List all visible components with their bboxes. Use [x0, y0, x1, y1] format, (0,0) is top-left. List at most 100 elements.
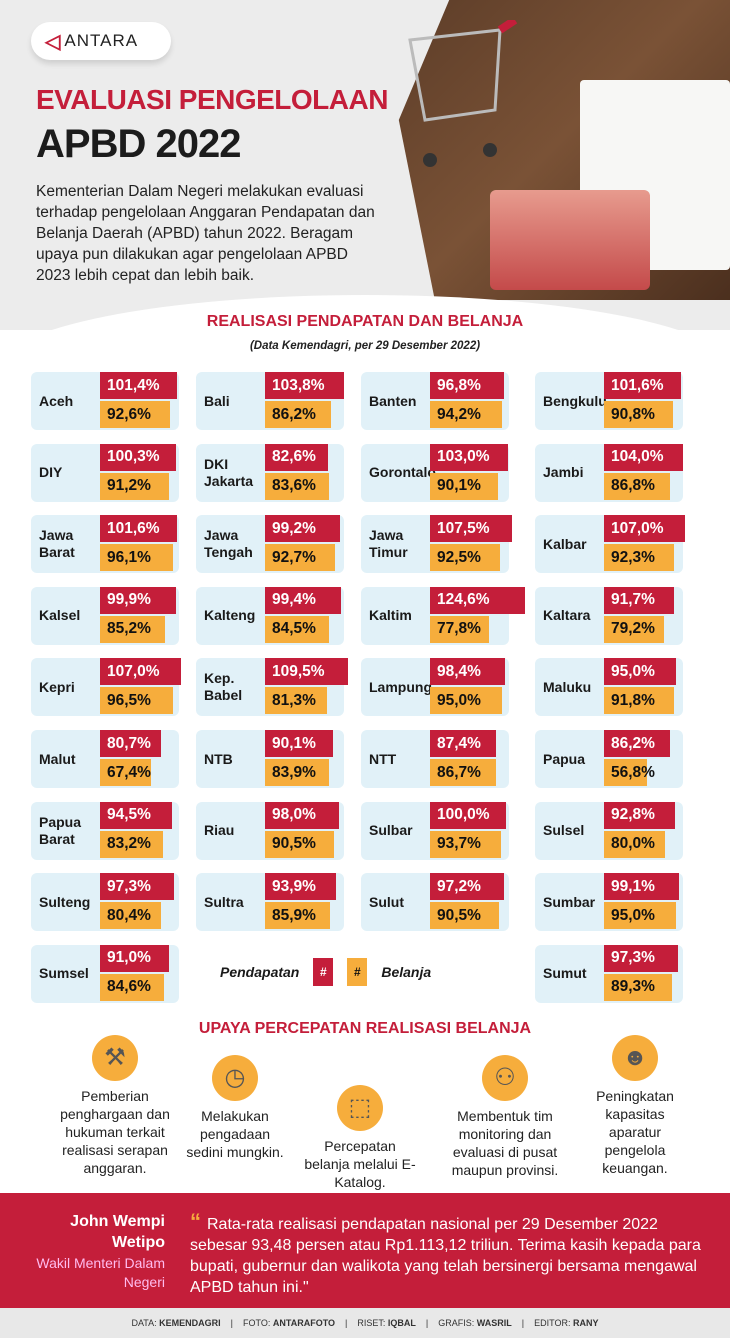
province-name: NTB	[204, 750, 233, 767]
province-name: Jawa Tengah	[204, 527, 253, 561]
pendapatan-bar: 104,0%	[604, 443, 684, 471]
province-name: Sulteng	[39, 893, 91, 910]
province-name: Papua	[543, 750, 586, 767]
credit-value: IQBAL	[387, 1318, 416, 1328]
province-name: Jambi	[543, 464, 584, 481]
province-name: Bengkulu	[543, 392, 607, 409]
legend-pendapatan-label: Pendapatan	[220, 964, 300, 980]
pendapatan-bar: 80,7%	[100, 730, 162, 757]
pendapatan-bar: 107,5%	[430, 515, 512, 543]
province-name: Sulut	[369, 893, 404, 910]
province-name: NTT	[369, 750, 397, 767]
province-name: Lampung	[369, 678, 432, 695]
province-name: Kalteng	[204, 607, 256, 624]
quote-mark-icon: “	[190, 1209, 201, 1234]
province-name: Kep. Babel	[204, 670, 243, 704]
pendapatan-bar: 92,8%	[604, 801, 675, 829]
quote-person-role: Wakil Menteri Dalam Negeri	[36, 1255, 165, 1290]
belanja-bar: 86,8%	[604, 472, 670, 500]
upaya-title: UPAYA PERCEPATAN REALISASI BELANJA	[198, 1020, 532, 1037]
pendapatan-bar: 96,8%	[430, 372, 504, 399]
gavel-icon: ⚒	[92, 1035, 138, 1081]
credit-divider: |	[345, 1318, 348, 1328]
belanja-bar: 85,2%	[100, 615, 165, 643]
belanja-bar: 83,6%	[265, 472, 329, 500]
upaya-item: ⚇ Membentuk tim monitoring dan evaluasi d…	[435, 1055, 575, 1179]
province-card: Jawa Tengah 99,2% 92,7%	[196, 515, 344, 574]
quote-person-name: John Wempi Wetipo	[70, 1213, 165, 1251]
belanja-bar: 93,7%	[430, 830, 502, 858]
belanja-bar: 90,5%	[430, 902, 499, 930]
credit-divider: |	[521, 1318, 525, 1328]
upaya-item-text: Melakukan pengadaan sedini mungkin.	[186, 1108, 284, 1160]
quote-box: John Wempi Wetipo Wakil Menteri Dalam Ne…	[0, 1193, 730, 1308]
people-group-icon: ☻	[612, 1035, 658, 1081]
province-card: Jawa Timur 107,5% 92,5%	[361, 515, 512, 574]
province-card: Sulut 97,2% 90,5%	[361, 873, 509, 932]
province-name: Kaltara	[543, 607, 591, 624]
province-name: Sumut	[543, 965, 587, 982]
pendapatan-bar: 101,6%	[100, 515, 178, 543]
pendapatan-bar: 109,5%	[265, 658, 349, 686]
pendapatan-bar: 86,2%	[604, 730, 670, 757]
province-name: Riau	[204, 822, 235, 839]
pendapatan-bar: 82,6%	[265, 443, 328, 471]
antara-logo: ◁ ANTARA	[31, 22, 171, 60]
credit-label: DATA:	[131, 1318, 157, 1328]
legend: Pendapatan # # Belanja	[220, 958, 431, 986]
credit-value: RANY	[573, 1318, 599, 1328]
belanja-bar: 96,1%	[100, 544, 174, 572]
pendapatan-bar: 107,0%	[604, 515, 686, 543]
belanja-bar: 89,3%	[604, 973, 672, 1001]
belanja-bar: 92,3%	[604, 544, 675, 572]
belanja-bar: 92,5%	[430, 544, 501, 572]
credit-item: GRAFIS: WASRIL	[438, 1318, 512, 1328]
province-name: Aceh	[39, 392, 74, 409]
province-card: Sumut 97,3% 89,3%	[535, 944, 683, 1003]
province-name: Kaltim	[369, 607, 412, 624]
province-name: Gorontalo	[369, 464, 436, 481]
belanja-bar: 77,8%	[430, 615, 490, 643]
pendapatan-bar: 100,0%	[430, 801, 506, 829]
upaya-item-text: Peningkatan kapasitas aparatur pengelola…	[596, 1088, 674, 1176]
upaya-item: ⬚ Percepatan belanja melalui E-Katalog.	[300, 1085, 420, 1191]
belanja-bar: 92,7%	[265, 544, 336, 572]
credits-footer: DATA: KEMENDAGRI | FOTO: ANTARAFOTO | RISET:…	[0, 1308, 730, 1338]
belanja-bar: 92,6%	[100, 401, 171, 428]
belanja-bar: 91,2%	[100, 472, 170, 500]
province-card: Malut 80,7% 67,4%	[31, 730, 179, 788]
realisasi-title: REALISASI PENDAPATAN DAN BELANJA	[206, 313, 524, 330]
team-network-icon: ⚇	[482, 1055, 528, 1101]
province-card: Sumsel 91,0% 84,6%	[31, 944, 179, 1003]
realisasi-subtitle: (Data Kemendagri, per 29 Desember 2022)	[249, 340, 481, 352]
credit-label: RISET:	[357, 1318, 386, 1328]
province-card: Kepri 107,0% 96,5%	[31, 658, 182, 717]
province-name: Papua Barat	[39, 813, 82, 847]
belanja-bar: 86,2%	[265, 401, 331, 428]
belanja-bar: 90,1%	[430, 472, 499, 500]
province-name: Sumsel	[39, 965, 89, 982]
province-card: Bali 103,8% 86,2%	[196, 372, 344, 430]
province-card: Kep. Babel 109,5% 81,3%	[196, 658, 349, 717]
pendapatan-bar: 91,0%	[100, 944, 170, 972]
pendapatan-bar: 98,0%	[265, 801, 340, 829]
province-card: Sulbar 100,0% 93,7%	[361, 801, 509, 860]
province-card: DIY 100,3% 91,2%	[31, 443, 179, 502]
legend-pendapatan-swatch: #	[313, 958, 334, 986]
province-name: Banten	[369, 392, 417, 409]
legend-belanja-swatch: #	[347, 958, 368, 986]
belanja-bar: 86,7%	[430, 759, 496, 786]
pendapatan-bar: 124,6%	[430, 586, 525, 614]
pendapatan-bar: 93,9%	[265, 873, 337, 901]
pendapatan-bar: 95,0%	[604, 658, 677, 686]
intro-text: Kementerian Dalam Negeri melakukan evalu…	[36, 183, 375, 284]
credit-label: FOTO:	[243, 1318, 271, 1328]
province-card: Sulteng 97,3% 80,4%	[31, 873, 179, 932]
pendapatan-bar: 103,0%	[430, 443, 509, 471]
province-name: Jawa Barat	[39, 527, 75, 561]
belanja-bar: 84,5%	[265, 615, 330, 643]
province-card: Sumbar 99,1% 95,0%	[535, 873, 683, 932]
province-name: Sultra	[204, 893, 244, 910]
province-name: Maluku	[543, 678, 592, 695]
province-name: Bali	[204, 392, 230, 409]
